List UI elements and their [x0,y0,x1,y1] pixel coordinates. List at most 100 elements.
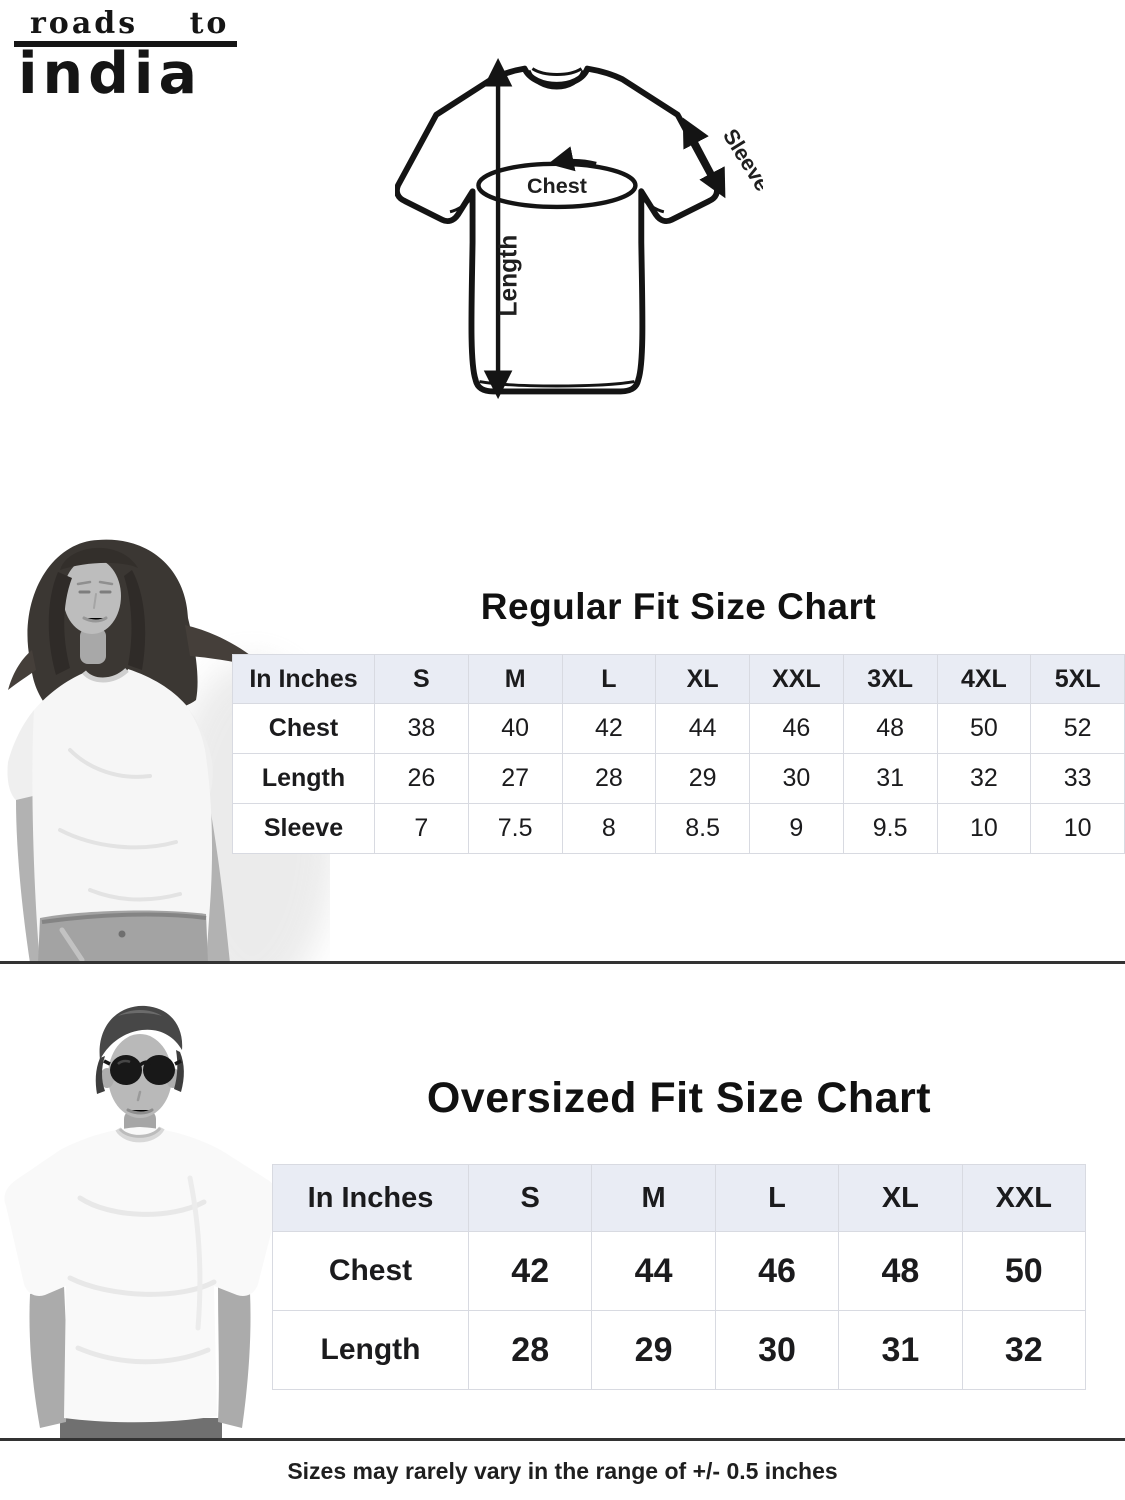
chest-arrow [548,146,597,172]
size-value: 29 [655,753,750,804]
footer-divider [0,1438,1125,1441]
length-label: Length [496,235,523,317]
woman-face [63,558,121,634]
right-underarm-wrinkle [640,196,665,214]
measure-row-chest: Chest 42 44 46 48 50 [272,1231,1087,1311]
size-col-header-3xl: 3XL [842,654,938,704]
size-col-header-xl: XL [838,1164,963,1232]
size-col-header-s: S [374,654,469,704]
oversized-fit-size-table: In Inches S M L XL XXL Chest 42 44 46 48 50 Length 28… [272,1164,1087,1390]
measure-row-chest: Chest 38 40 42 44 46 48 50 52 [232,703,1125,754]
oversized-fit-title: Oversized Fit Size Chart [426,1074,932,1122]
chest-label: Chest [527,173,587,198]
man-hair-highlight [118,1010,162,1016]
brand-logo: roads to india [14,6,238,103]
section-divider [0,961,1125,964]
man-hair-side-left [95,1056,105,1094]
man-pants [60,1418,222,1441]
man-right-forearm [218,1286,251,1428]
size-value: 48 [838,1231,963,1311]
row-label: Sleeve [232,803,375,854]
woman-tshirt-folds [58,748,182,902]
size-col-header-5xl: 5XL [1030,654,1125,704]
woman-hair-side-right [124,570,146,670]
man-left-forearm [29,1286,67,1428]
size-value: 38 [374,703,469,754]
size-value: 42 [467,1231,593,1311]
unit-header-cell: In Inches [232,654,375,704]
man-collar [115,1126,165,1143]
size-col-header-xl: XL [655,654,750,704]
row-label: Chest [232,703,375,754]
size-value: 27 [467,753,563,804]
left-underarm-wrinkle [449,196,474,214]
size-col-header-xxl: XXL [961,1164,1087,1232]
size-value: 52 [1030,703,1125,754]
size-col-header-m: M [591,1164,716,1232]
size-value: 26 [374,753,469,804]
size-value: 42 [561,703,657,754]
woman-jeans-waistband [41,912,207,924]
man-tshirt [4,1127,280,1423]
size-value: 28 [561,753,657,804]
measure-row-length: Length 26 27 28 29 30 31 32 33 [232,753,1125,804]
man-sunglasses-icon [103,1055,182,1085]
size-value: 44 [591,1231,716,1311]
woman-hair-side-left [48,572,72,675]
woman-jeans-highlight [59,927,85,963]
collar-back-line [531,67,583,76]
size-value: 30 [749,753,844,804]
measure-row-length: Length 28 29 30 31 32 [272,1310,1087,1390]
regular-fit-size-table: In Inches S M L XL XXL 3XL 4XL 5XL Chest 38 40 42 44 4… [232,654,1125,854]
man-tshirt-folds [67,1175,217,1365]
size-value: 9.5 [842,803,938,854]
woman-hair-flyaway-left [8,650,36,690]
size-value: 8 [561,803,657,854]
measure-row-sleeve: Sleeve 7 7.5 8 8.5 9 9.5 10 10 [232,803,1125,854]
row-label: Chest [272,1231,469,1311]
size-table-header-row: In Inches S M L XL XXL [272,1164,1087,1232]
size-value: 31 [838,1310,963,1390]
size-value: 8.5 [655,803,750,854]
woman-tshirt [32,669,213,963]
unit-header-cell: In Inches [272,1164,469,1232]
size-col-header-xxl: XXL [749,654,844,704]
size-value: 40 [467,703,563,754]
collar-inner-line [526,69,586,90]
man-hair [99,1005,183,1060]
tshirt-measurement-diagram: Chest Length Sleeve [395,57,763,400]
sleeve-arrow [682,117,726,199]
brand-logo-line1: roads to [30,6,230,41]
size-value: 31 [842,753,938,804]
size-value: 50 [936,703,1032,754]
size-col-header-s: S [467,1164,593,1232]
size-value: 50 [961,1231,1087,1311]
woman-hair-front [60,547,138,570]
row-label: Length [272,1310,469,1390]
man-collar-shadow [118,1126,162,1138]
size-value: 32 [961,1310,1087,1390]
size-value: 10 [936,803,1032,854]
size-col-header-4xl: 4XL [936,654,1032,704]
size-value: 30 [714,1310,840,1390]
woman-collar [82,668,129,683]
woman-jeans-button [118,930,126,938]
size-value: 46 [749,703,844,754]
man-model-photo [4,1005,280,1441]
woman-face-features [76,580,114,623]
man-hair-side-right [174,1050,184,1092]
size-value: 10 [1030,803,1125,854]
regular-fit-title: Regular Fit Size Chart [480,586,877,627]
sleeve-label: Sleeve [718,124,763,195]
size-col-header-l: L [714,1164,840,1232]
size-col-header-m: M [467,654,563,704]
size-value: 29 [591,1310,716,1390]
regular_chart-table: In Inches S M L XL XXL 3XL 4XL 5XL Chest 38 40 42 44 4… [232,654,1125,854]
size-value: 48 [842,703,938,754]
size-value: 9 [749,803,844,854]
size-value: 32 [936,753,1032,804]
size-value: 7 [374,803,469,854]
man-face-features [126,1090,154,1115]
size-value: 28 [467,1310,593,1390]
